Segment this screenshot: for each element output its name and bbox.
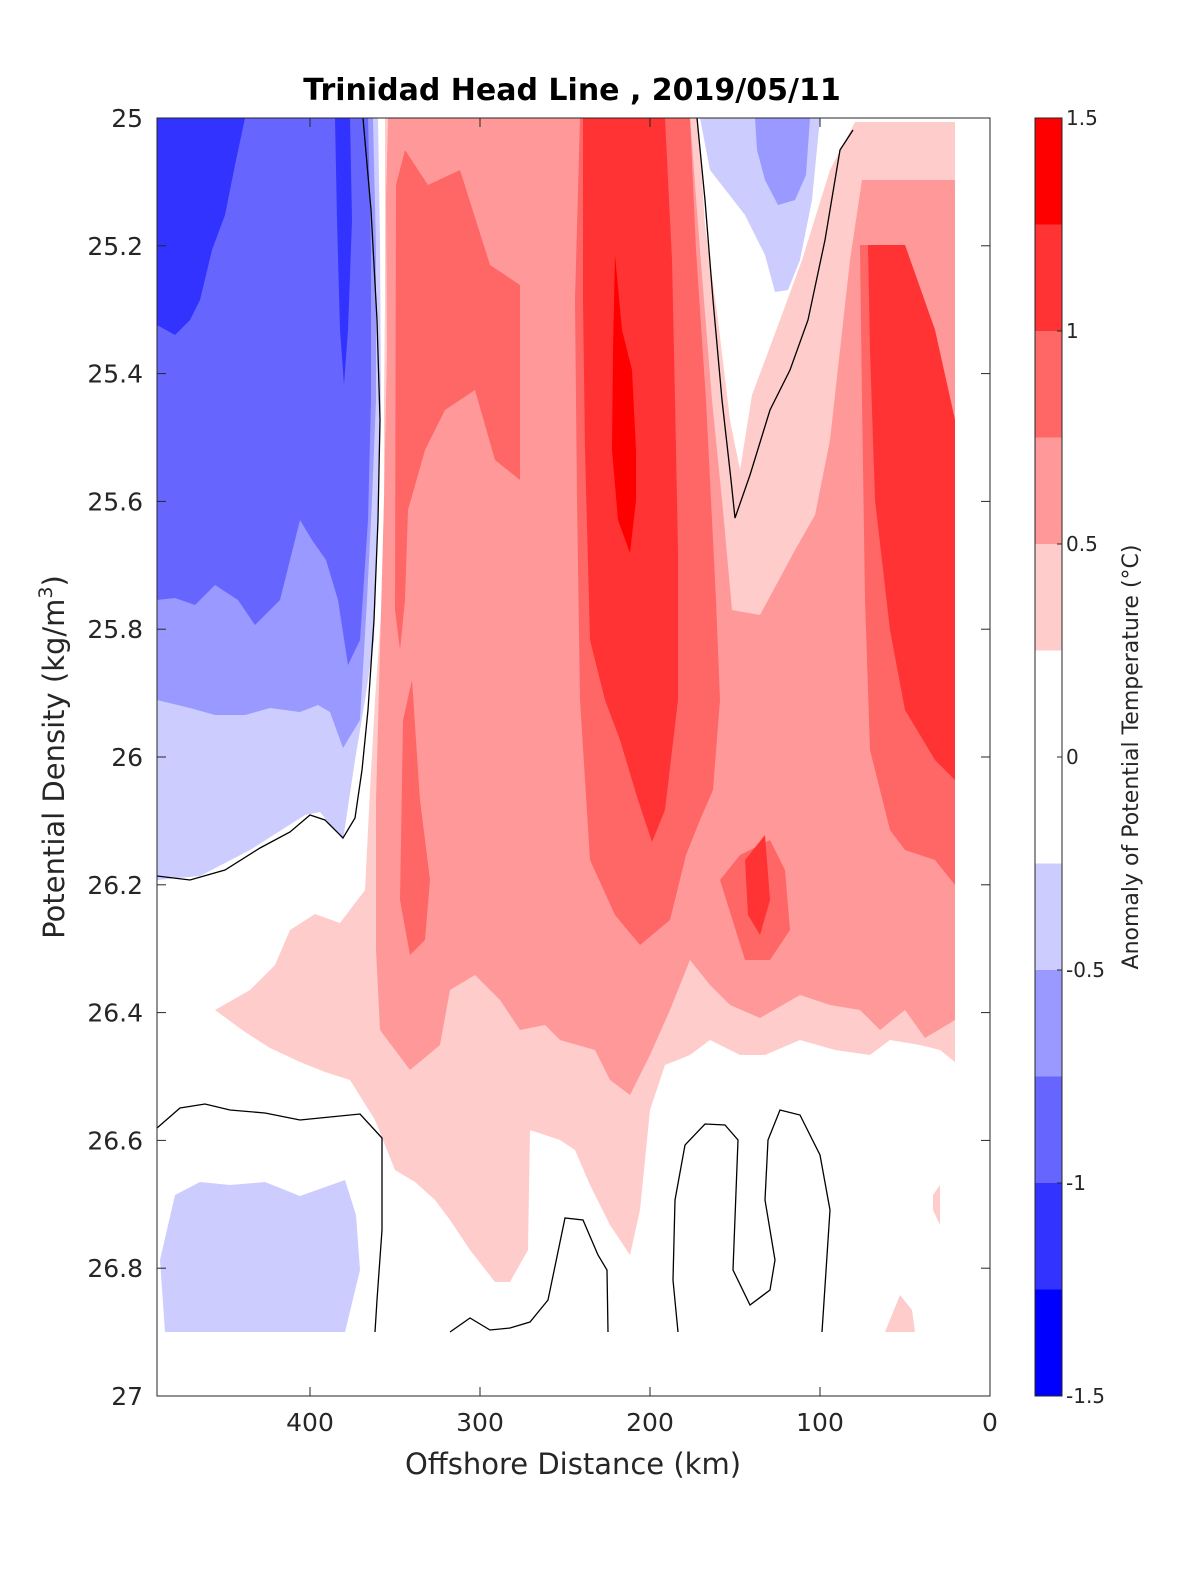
colorbar-segment <box>1035 224 1062 331</box>
colorbar-segment <box>1035 437 1062 544</box>
y-tick-label: 26.6 <box>87 1126 143 1155</box>
y-axis-title-main: Potential Density (kg/m <box>37 599 71 939</box>
contour-fill-pos-0.25-deep <box>885 1295 915 1332</box>
colorbar-segment <box>1035 544 1062 651</box>
y-tick-label: 26.8 <box>87 1254 143 1283</box>
contour-fill-neg-0.25-deep <box>160 1180 360 1332</box>
colorbar-tick-label: 0 <box>1066 745 1079 769</box>
colorbar-segment <box>1035 1076 1062 1183</box>
zero-contour-deep-1 <box>449 1217 609 1333</box>
x-tick-label: 300 <box>456 1408 504 1437</box>
contour-fill-neg-1 <box>157 118 245 335</box>
contour-fill-pos-1.25 <box>612 255 636 553</box>
colorbar-tick-label: 1.5 <box>1066 106 1098 130</box>
y-tick-label: 25.4 <box>87 360 143 389</box>
y-tick-label: 26.2 <box>87 871 143 900</box>
axes: 400 300 200 100 0 25 25.2 25.4 25.6 25.8 26 26.2 26.… <box>87 104 998 1437</box>
x-tick-label: 0 <box>982 1408 998 1437</box>
colorbar-segment <box>1035 331 1062 438</box>
contour-fills <box>157 118 990 1396</box>
colorbar-segment <box>1035 1183 1062 1290</box>
y-tick-label: 25 <box>111 104 143 133</box>
zero-contour-lines <box>157 118 854 1333</box>
zero-contour-deep-2 <box>672 1109 831 1333</box>
x-tick-label: 100 <box>796 1408 844 1437</box>
contour-fill-pos-1-east <box>745 835 770 935</box>
y-axis-title-sup: 3 <box>35 586 57 598</box>
colorbar-segment <box>1035 118 1062 225</box>
colorbar-tick-label: -1 <box>1066 1171 1086 1195</box>
colorbar-tick-label: 0.5 <box>1066 532 1098 556</box>
y-axis-title-close: ) <box>37 575 71 586</box>
colorbar-segment <box>1035 863 1062 970</box>
zero-contour-west-loop <box>157 1103 383 1333</box>
zero-contour-shallow-pocket <box>696 118 854 519</box>
y-axis-title: Potential Density (kg/m3) <box>35 575 71 939</box>
contour-fill-neg-0.5-shallow <box>755 118 810 205</box>
x-axis-title: Offshore Distance (km) <box>405 1447 741 1481</box>
y-tick-label: 27 <box>111 1382 143 1411</box>
x-tick-label: 400 <box>286 1408 334 1437</box>
colorbar-tick-label: 1 <box>1066 319 1079 343</box>
zero-contour-west-front <box>157 118 381 881</box>
y-tick-label: 25.8 <box>87 615 143 644</box>
y-tick-label: 26.4 <box>87 999 143 1028</box>
colorbar-tick-label: -0.5 <box>1066 958 1105 982</box>
colorbar-title: Anomaly of Potential Temperature (°C) <box>1119 545 1144 970</box>
y-tick-label: 25.2 <box>87 232 143 261</box>
y-tick-label: 25.6 <box>87 487 143 516</box>
contour-fill-pos-1-coastal <box>868 245 955 780</box>
x-tick-label: 200 <box>626 1408 674 1437</box>
contour-fill-pos-0.75 <box>395 150 520 650</box>
colorbar-segment <box>1035 1289 1062 1396</box>
contour-fill-pos-0.75-deep <box>400 680 430 955</box>
y-tick-label: 26 <box>111 743 143 772</box>
colorbar: 1.5 1 0.5 0 -0.5 -1 -1.5 <box>1034 106 1105 1408</box>
contour-fill-neg-1-strip <box>335 118 352 385</box>
contour-fill-pos-0.25-deep2 <box>933 1185 940 1225</box>
colorbar-tick-label: -1.5 <box>1066 1384 1105 1408</box>
chart-title: Trinidad Head Line , 2019/05/11 <box>303 73 840 108</box>
no-data-deep <box>157 1333 990 1396</box>
colorbar-segment <box>1035 970 1062 1077</box>
